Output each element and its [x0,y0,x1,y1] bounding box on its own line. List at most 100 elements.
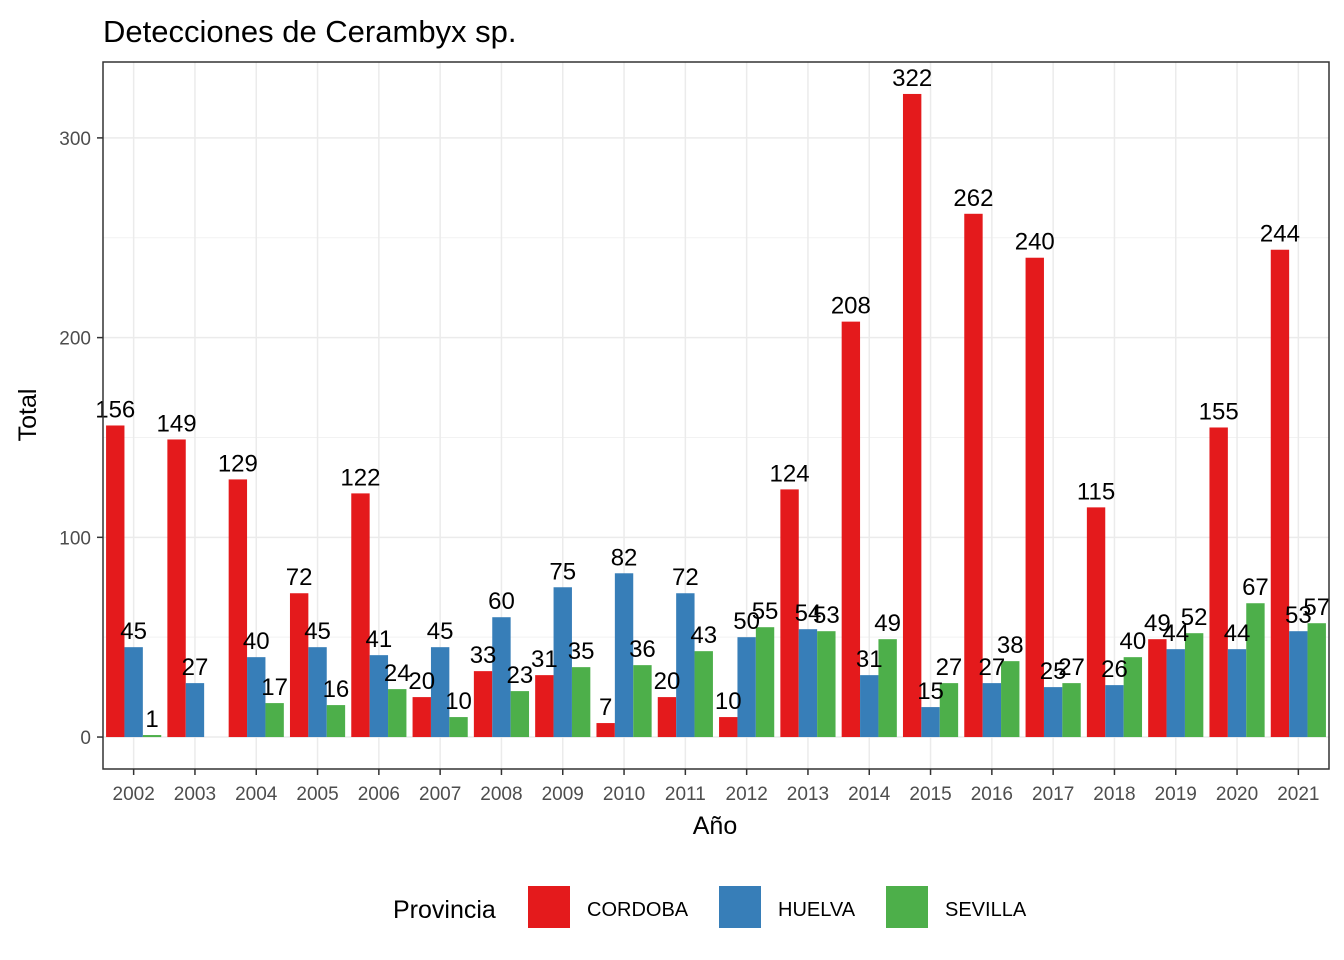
bar-cordoba [1209,427,1228,738]
data-label: 53 [813,602,840,629]
data-label: 49 [1144,610,1171,637]
bar-sevilla [1246,603,1265,738]
bar-cordoba [657,697,677,738]
data-label: 45 [304,618,331,645]
x-tick-label: 2017 [1032,784,1074,805]
bar-sevilla [1184,633,1204,738]
x-tick-label: 2004 [235,784,278,805]
data-label: 45 [427,618,454,645]
bar-sevilla [1001,661,1020,738]
data-label: 1 [145,706,158,733]
bar-cordoba [1270,249,1290,738]
bar-sevilla [1307,623,1326,738]
data-label: 15 [917,678,944,705]
bar-sevilla [571,667,591,738]
x-tick-label: 2021 [1277,784,1319,805]
bar-sevilla [510,691,530,738]
bar-sevilla [388,689,407,738]
data-label: 35 [568,638,595,665]
x-tick-label: 2005 [296,784,338,805]
data-label: 115 [1077,478,1115,505]
bar-huelva [430,647,450,738]
data-label: 40 [1119,628,1146,655]
bar-cordoba [106,425,125,738]
bar-sevilla [1062,683,1081,738]
data-label: 54 [795,600,822,627]
x-tick-label: 2008 [480,784,522,805]
bar-cordoba [228,479,248,738]
bar-huelva [798,629,818,738]
data-label: 44 [1224,620,1251,647]
bar-huelva [1105,685,1124,738]
bar-sevilla [939,683,959,738]
bar-huelva [247,657,266,738]
bar-huelva [614,573,634,738]
data-label: 45 [120,618,147,645]
bar-sevilla [326,705,346,738]
bar-cordoba [902,93,922,738]
data-label: 10 [715,688,742,715]
data-label: 44 [1162,620,1189,647]
data-label: 129 [218,450,258,477]
bar-huelva [553,587,572,738]
bar-cordoba [535,675,554,738]
data-label: 17 [261,674,288,701]
data-label: 16 [323,676,350,703]
x-tick-label: 2014 [848,784,891,805]
data-label: 26 [1101,656,1128,683]
x-tick-label: 2012 [726,784,768,805]
y-tick-label: 100 [59,528,91,549]
data-label: 7 [599,694,612,721]
x-tick-label: 2009 [542,784,584,805]
bar-cordoba [412,697,431,738]
bar-huelva [1043,687,1063,738]
bars-layer [106,93,1326,738]
bar-huelva [1289,631,1308,738]
data-label: 149 [157,410,197,437]
bar-cordoba [167,439,186,738]
data-label: 20 [408,668,435,695]
data-label: 122 [340,464,380,491]
bar-sevilla [817,631,836,738]
bar-cordoba [1148,639,1167,738]
data-label: 67 [1242,574,1269,601]
bar-cordoba [841,321,861,738]
legend-label-sevilla: SEVILLA [945,899,1027,921]
data-label: 156 [95,396,135,423]
data-label: 31 [531,646,558,673]
data-label: 75 [549,558,576,585]
bar-sevilla [142,735,162,738]
bar-cordoba [473,671,493,738]
bar-huelva [982,683,1002,738]
data-label: 52 [1181,604,1208,631]
x-tick-label: 2020 [1216,784,1258,805]
data-label: 322 [892,65,932,92]
data-label: 155 [1199,398,1239,425]
data-label: 43 [690,622,717,649]
chart-title: Detecciones de Cerambyx sp. [103,14,517,49]
data-label: 27 [1058,654,1085,681]
bar-cordoba [596,723,615,738]
bar-cordoba [964,213,983,738]
data-label: 55 [752,598,779,625]
x-tick-label: 2019 [1155,784,1197,805]
bar-huelva [676,593,695,738]
data-label: 25 [1040,658,1067,685]
data-label: 208 [831,293,871,320]
bar-cordoba [719,717,738,738]
bar-huelva [124,647,143,738]
bar-cordoba [289,593,309,738]
legend-label-huelva: HUELVA [778,899,856,921]
data-label: 36 [629,636,656,663]
x-tick-label: 2006 [358,784,400,805]
bar-cordoba [351,493,370,738]
y-tick-label: 0 [80,728,91,749]
panel-border [102,61,1330,770]
data-label: 33 [470,642,497,669]
x-tick-label: 2013 [787,784,829,805]
legend-key-cordoba [528,886,570,928]
data-label: 27 [978,654,1005,681]
bar-huelva [921,707,940,738]
data-label: 53 [1285,602,1312,629]
bar-sevilla [694,651,713,738]
